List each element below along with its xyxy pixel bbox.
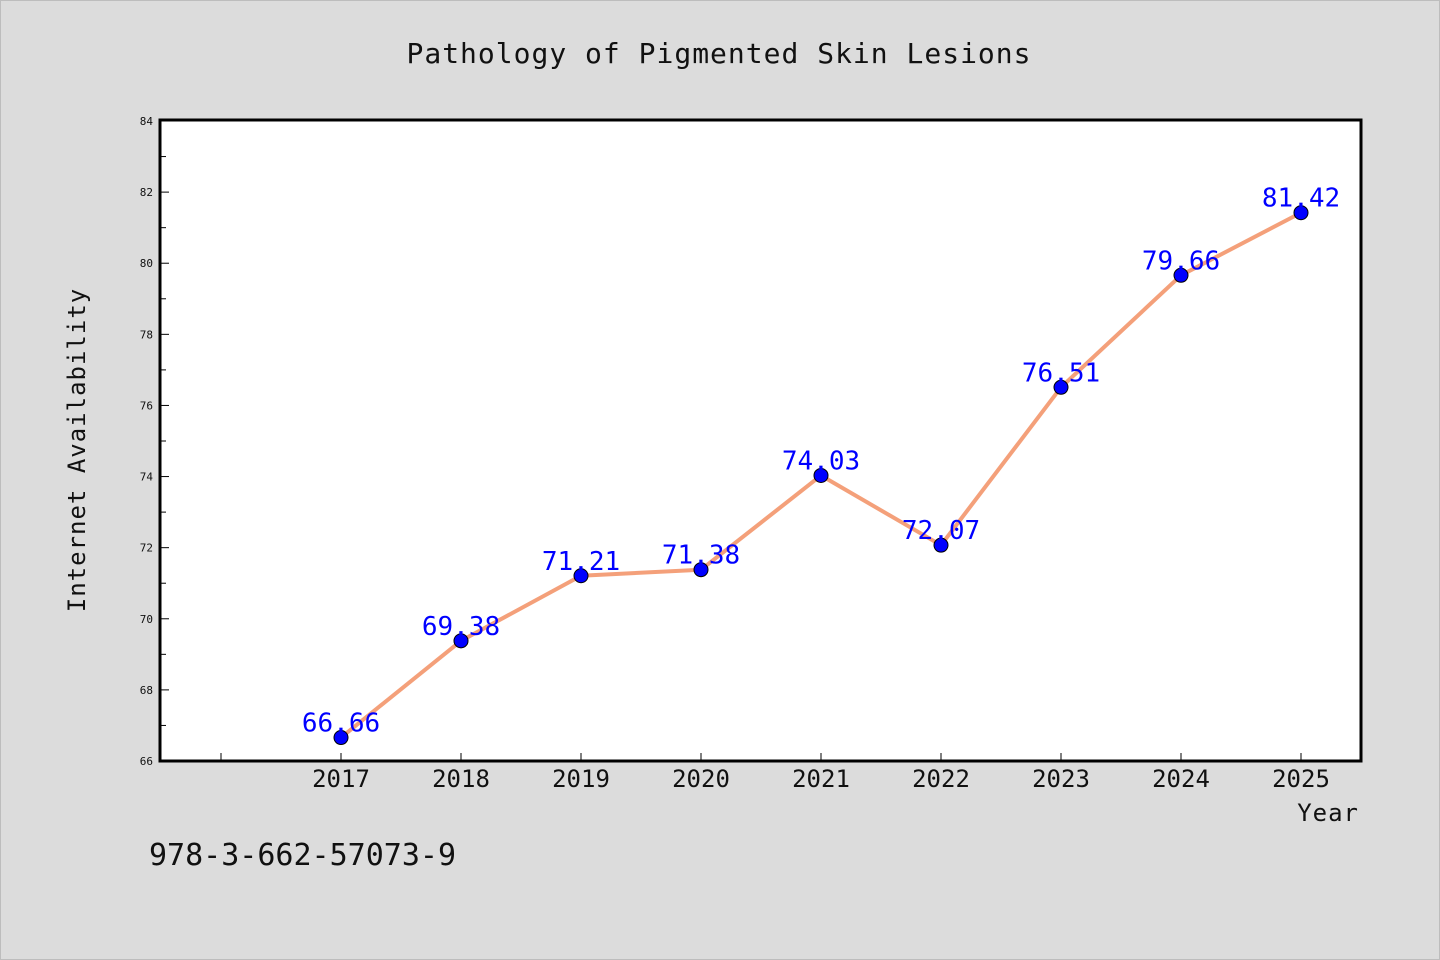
x-axis: 2017 2018 2019 2020 2021 2022 2023 2024 2025	[220, 753, 1330, 793]
y-tick-label: 70	[140, 613, 153, 626]
x-tick-label: 2024	[1152, 765, 1210, 793]
data-point	[813, 467, 829, 483]
data-point	[693, 562, 709, 578]
data-label: 72.07	[902, 516, 980, 546]
y-tick-label: 84	[140, 115, 154, 128]
y-axis-title: Internet Availability	[63, 288, 91, 612]
plot-area	[158, 118, 1363, 763]
data-point	[333, 730, 349, 746]
x-tick-label: 2023	[1032, 765, 1090, 793]
data-point	[1053, 379, 1069, 395]
y-tick-label: 78	[140, 328, 153, 341]
data-label: 81.42	[1262, 184, 1340, 214]
y-tick-label: 74	[140, 471, 154, 484]
y-tick-label: 76	[140, 399, 153, 412]
x-tick-label: 2019	[552, 765, 610, 793]
data-label: 71.38	[662, 541, 740, 571]
y-tick-label: 66	[140, 755, 153, 768]
data-point	[933, 537, 949, 553]
data-label: 69.38	[422, 612, 500, 642]
data-label: 71.21	[542, 547, 620, 577]
data-label: 76.51	[1022, 358, 1100, 388]
y-tick-label: 68	[140, 684, 153, 697]
data-label: 66.66	[302, 709, 380, 739]
series-line-group: 66.66 69.38 71.21 71.38 74.03 72.07 76.51 79.66…	[302, 184, 1340, 746]
x-tick-label: 2017	[312, 765, 370, 793]
isbn-text: 978-3-662-57073-9	[149, 838, 456, 873]
y-axis: 66 68 70 72 74 76 78 80 82 84	[140, 115, 169, 768]
x-tick-label: 2025	[1272, 765, 1330, 793]
y-tick-label: 72	[140, 542, 153, 555]
x-tick-label: 2020	[672, 765, 730, 793]
x-tick-label: 2021	[792, 765, 850, 793]
chart-title: Pathology of Pigmented Skin Lesions	[406, 37, 1031, 70]
data-label: 79.66	[1142, 246, 1220, 276]
y-tick-label: 80	[140, 257, 153, 270]
data-point	[453, 633, 469, 649]
x-axis-title: Year	[1297, 799, 1359, 827]
x-tick-label: 2018	[432, 765, 490, 793]
data-point	[1293, 205, 1309, 221]
y-tick-label: 82	[140, 186, 153, 199]
data-point	[573, 568, 589, 584]
data-label: 74.03	[782, 446, 860, 476]
x-tick-label: 2022	[912, 765, 970, 793]
data-point	[1173, 267, 1189, 283]
